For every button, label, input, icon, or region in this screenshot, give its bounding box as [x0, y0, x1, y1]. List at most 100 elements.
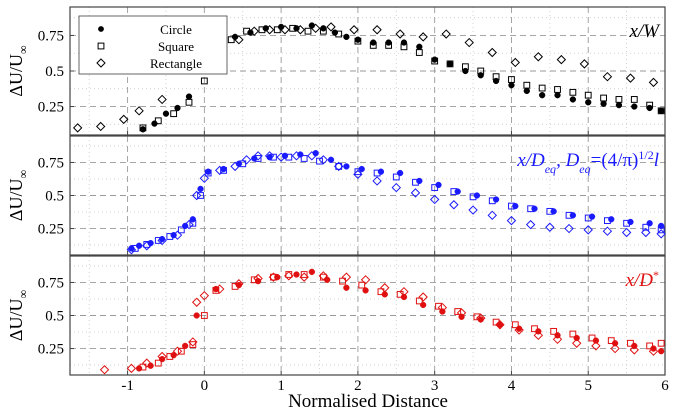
data-point-circle — [658, 348, 665, 355]
data-point-diamond — [191, 190, 202, 201]
data-point-square — [177, 347, 185, 355]
data-point-circle — [331, 29, 339, 36]
legend: Circle Square Rectangle — [78, 15, 228, 75]
data-point-diamond — [142, 358, 152, 368]
data-point-circle — [174, 104, 181, 112]
legend-item-square: Square — [97, 39, 194, 54]
data-point-circle — [531, 205, 538, 212]
data-point-diamond — [119, 114, 129, 125]
data-point-diamond — [172, 346, 183, 356]
series-rectangle — [99, 271, 659, 375]
data-point-diamond — [449, 200, 459, 210]
y-tick-label: 0.25 — [38, 222, 64, 238]
data-point-diamond — [510, 57, 520, 68]
data-point-circle — [343, 163, 350, 170]
data-point-square — [607, 337, 615, 345]
data-point-diamond — [134, 106, 144, 116]
data-point-diamond — [126, 245, 137, 255]
data-point-square — [177, 226, 185, 234]
data-point-diamond — [399, 286, 409, 297]
data-point-square — [316, 157, 323, 165]
legend-marker-diamond — [96, 58, 106, 68]
data-point-circle — [185, 93, 193, 100]
annotation-part: l — [654, 150, 659, 171]
data-point-diamond — [495, 320, 505, 330]
data-point-square — [469, 193, 477, 201]
data-point-diamond — [264, 25, 275, 35]
data-point-square — [531, 325, 538, 333]
data-point-diamond — [280, 25, 290, 35]
data-point-square — [139, 124, 147, 132]
y-tick-label: 0.75 — [38, 275, 64, 291]
data-point-diamond — [253, 273, 263, 284]
data-point-circle — [182, 342, 189, 350]
x-tick-label: 6 — [661, 378, 669, 394]
data-point-square — [154, 359, 162, 367]
data-point-diamond — [468, 205, 478, 215]
data-point-circle — [454, 188, 461, 195]
data-point-diamond — [318, 155, 329, 165]
data-point-circle — [492, 77, 500, 85]
data-point-square — [373, 169, 381, 177]
data-point-circle — [362, 287, 369, 294]
data-point-diamond — [391, 182, 401, 193]
data-point-diamond — [629, 345, 639, 355]
data-point-square — [369, 42, 377, 49]
data-point-square — [354, 168, 362, 176]
data-point-square — [538, 84, 546, 92]
data-point-square — [642, 223, 650, 231]
data-point-circle — [508, 82, 515, 89]
data-point-square — [385, 42, 393, 49]
panel-annotation: x/Deq, Deq=(4/π)1/2l — [516, 148, 659, 176]
x-axis: -1 0 1 2 3 4 5 6 — [121, 378, 669, 394]
data-point-square — [523, 81, 531, 89]
data-point-square — [584, 91, 592, 99]
data-point-square — [569, 88, 577, 96]
data-point-square — [415, 297, 423, 305]
data-point-diamond — [487, 47, 497, 58]
data-point-square — [304, 27, 312, 35]
data-point-diamond — [602, 71, 613, 82]
data-point-circle — [416, 43, 423, 50]
data-point-diamond — [157, 351, 167, 362]
data-point-square — [488, 197, 496, 205]
data-point-diamond — [199, 290, 210, 301]
data-point-square — [166, 233, 174, 240]
data-point-circle — [396, 169, 404, 177]
y-tick-label: 0.75 — [38, 28, 64, 44]
y-axis-label-sub: ∞ — [16, 45, 30, 54]
data-point-circle — [308, 268, 315, 276]
data-point-diamond — [656, 229, 666, 239]
data-point-square — [319, 27, 327, 35]
data-point-square — [615, 96, 623, 103]
data-point-circle — [615, 101, 623, 109]
panel-3: 0.25 0.5 0.75 ΔU/U∞ x/D* — [6, 255, 666, 376]
data-point-diamond — [215, 284, 225, 294]
data-point-diamond — [284, 271, 294, 281]
data-point-square — [204, 169, 212, 177]
data-point-square — [657, 226, 665, 234]
data-point-circle — [327, 156, 335, 163]
data-point-circle — [600, 100, 607, 107]
data-point-diamond — [299, 272, 309, 282]
data-point-circle — [573, 334, 580, 342]
x-tick-label: 3 — [431, 378, 439, 394]
y-tick-label: 0.5 — [45, 189, 64, 205]
annotation-part: x/D — [625, 270, 654, 291]
data-point-diamond — [410, 188, 421, 198]
data-point-circle — [400, 39, 408, 46]
data-point-circle — [197, 185, 204, 193]
data-point-diamond — [264, 151, 275, 161]
data-point-diamond — [268, 272, 279, 282]
data-point-square — [358, 281, 366, 289]
annotation-part: x/D — [516, 150, 545, 171]
data-point-square — [565, 211, 573, 219]
annotation-part: eq — [579, 162, 590, 176]
data-point-diamond — [199, 173, 210, 184]
data-point-diamond — [380, 283, 390, 293]
data-point-circle — [550, 208, 557, 215]
data-point-square — [285, 153, 293, 161]
data-point-square — [270, 153, 277, 161]
data-point-square — [657, 339, 665, 347]
